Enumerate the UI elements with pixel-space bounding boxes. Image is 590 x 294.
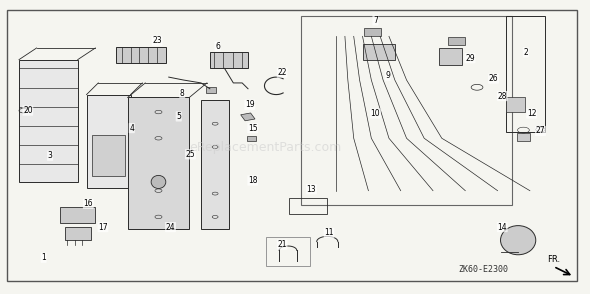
Bar	[127, 98, 189, 228]
Text: 25: 25	[186, 150, 195, 159]
Text: 22: 22	[277, 68, 287, 77]
Bar	[506, 98, 525, 112]
Text: eReplacementParts.com: eReplacementParts.com	[189, 141, 342, 153]
Bar	[363, 28, 381, 36]
Bar	[87, 95, 130, 188]
Bar	[362, 44, 395, 60]
Bar	[65, 227, 91, 240]
Text: FR.: FR.	[547, 255, 560, 264]
Text: 10: 10	[371, 109, 381, 118]
Text: 6: 6	[215, 42, 220, 51]
Text: 21: 21	[277, 240, 287, 249]
Bar	[210, 52, 248, 69]
Bar	[517, 133, 530, 141]
Text: 26: 26	[489, 74, 499, 83]
Text: 9: 9	[385, 71, 390, 80]
Text: 5: 5	[176, 112, 181, 121]
Text: 24: 24	[166, 223, 175, 232]
Bar	[206, 87, 217, 93]
Bar	[201, 101, 230, 228]
Text: 19: 19	[245, 100, 255, 109]
Bar	[241, 113, 255, 121]
Text: 2: 2	[523, 48, 528, 57]
Text: 17: 17	[98, 223, 108, 232]
Ellipse shape	[500, 225, 536, 255]
Text: 20: 20	[23, 106, 32, 115]
Bar	[448, 37, 466, 45]
Bar	[116, 46, 166, 63]
Text: 29: 29	[465, 54, 475, 63]
Text: ZK60-E2300: ZK60-E2300	[458, 265, 508, 274]
Text: 15: 15	[248, 123, 257, 133]
Text: 13: 13	[307, 185, 316, 194]
Bar	[301, 16, 512, 205]
Text: 4: 4	[129, 123, 134, 133]
Bar	[247, 136, 256, 141]
Text: 27: 27	[536, 126, 545, 136]
Bar	[506, 16, 545, 132]
Bar	[266, 237, 310, 266]
Text: 3: 3	[48, 151, 53, 160]
Text: 12: 12	[527, 109, 536, 118]
Bar	[289, 198, 327, 214]
Bar	[93, 135, 124, 176]
Text: 28: 28	[497, 91, 507, 101]
Text: 14: 14	[497, 223, 507, 232]
Text: 23: 23	[152, 36, 162, 45]
Bar	[60, 207, 96, 223]
Bar	[19, 60, 78, 182]
Text: 16: 16	[84, 199, 93, 208]
Text: 8: 8	[180, 88, 185, 98]
Text: 1: 1	[41, 253, 46, 262]
Ellipse shape	[151, 176, 166, 188]
Text: 7: 7	[373, 16, 378, 25]
Text: 18: 18	[248, 176, 257, 185]
Text: 11: 11	[324, 228, 334, 238]
Bar	[439, 48, 463, 66]
